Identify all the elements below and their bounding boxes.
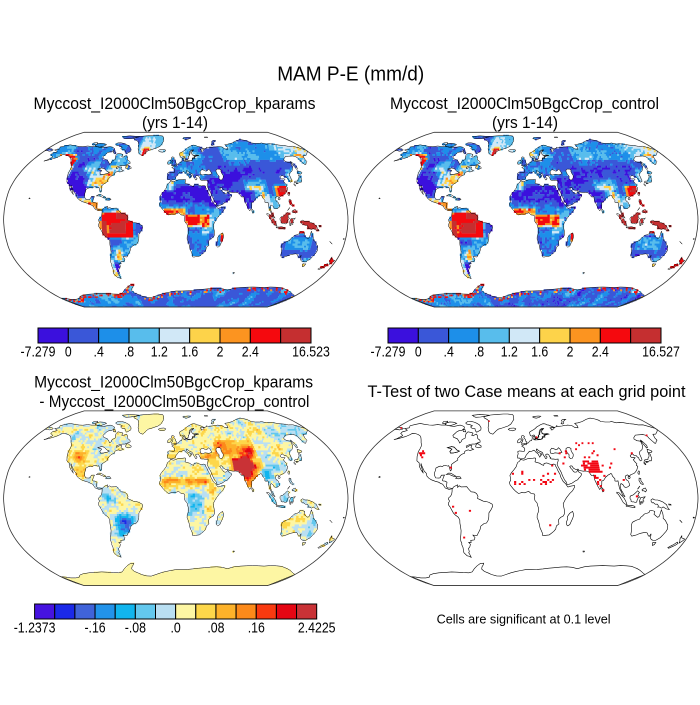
- svg-text:16.527: 16.527: [642, 345, 680, 361]
- svg-text:0: 0: [415, 345, 422, 361]
- svg-text:0: 0: [65, 345, 72, 361]
- svg-text:1.6: 1.6: [181, 345, 198, 361]
- svg-text:.08: .08: [207, 621, 224, 637]
- svg-text:.4: .4: [444, 345, 454, 361]
- svg-text:MAM P-E (mm/d): MAM P-E (mm/d): [277, 64, 424, 86]
- svg-text:2: 2: [567, 345, 574, 361]
- svg-text:- Myccost_I2000Clm50BgcCrop_co: - Myccost_I2000Clm50BgcCrop_control: [39, 392, 309, 411]
- svg-text:Myccost_I2000Clm50BgcCrop_kpar: Myccost_I2000Clm50BgcCrop_kparams: [34, 373, 313, 392]
- svg-text:.8: .8: [474, 345, 484, 361]
- svg-text:-1.2373: -1.2373: [14, 621, 56, 637]
- svg-text:(yrs 1-14): (yrs 1-14): [492, 113, 558, 132]
- svg-text:-.16: -.16: [84, 621, 105, 637]
- svg-text:Cells are significant at 0.1 l: Cells are significant at 0.1 level: [437, 612, 611, 627]
- svg-text:Myccost_I2000Clm50BgcCrop_cont: Myccost_I2000Clm50BgcCrop_control: [390, 94, 659, 113]
- svg-text:-7.279: -7.279: [21, 345, 56, 361]
- svg-text:.0: .0: [171, 621, 181, 637]
- svg-text:.8: .8: [124, 345, 134, 361]
- svg-text:1.2: 1.2: [151, 345, 168, 361]
- svg-text:2.4: 2.4: [242, 345, 259, 361]
- svg-text:.4: .4: [94, 345, 104, 361]
- svg-text:2: 2: [217, 345, 224, 361]
- svg-text:-.08: -.08: [125, 621, 146, 637]
- svg-text:1.6: 1.6: [531, 345, 548, 361]
- svg-text:.16: .16: [248, 621, 265, 637]
- svg-text:(yrs 1-14): (yrs 1-14): [142, 113, 208, 132]
- svg-text:16.523: 16.523: [292, 345, 330, 361]
- svg-text:1.2: 1.2: [501, 345, 518, 361]
- svg-text:-7.279: -7.279: [371, 345, 406, 361]
- svg-text:2.4: 2.4: [592, 345, 609, 361]
- svg-text:T-Test of two Case means at ea: T-Test of two Case means at each grid po…: [368, 383, 686, 401]
- svg-text:Myccost_I2000Clm50BgcCrop_kpar: Myccost_I2000Clm50BgcCrop_kparams: [34, 94, 316, 113]
- svg-text:2.4225: 2.4225: [298, 621, 336, 637]
